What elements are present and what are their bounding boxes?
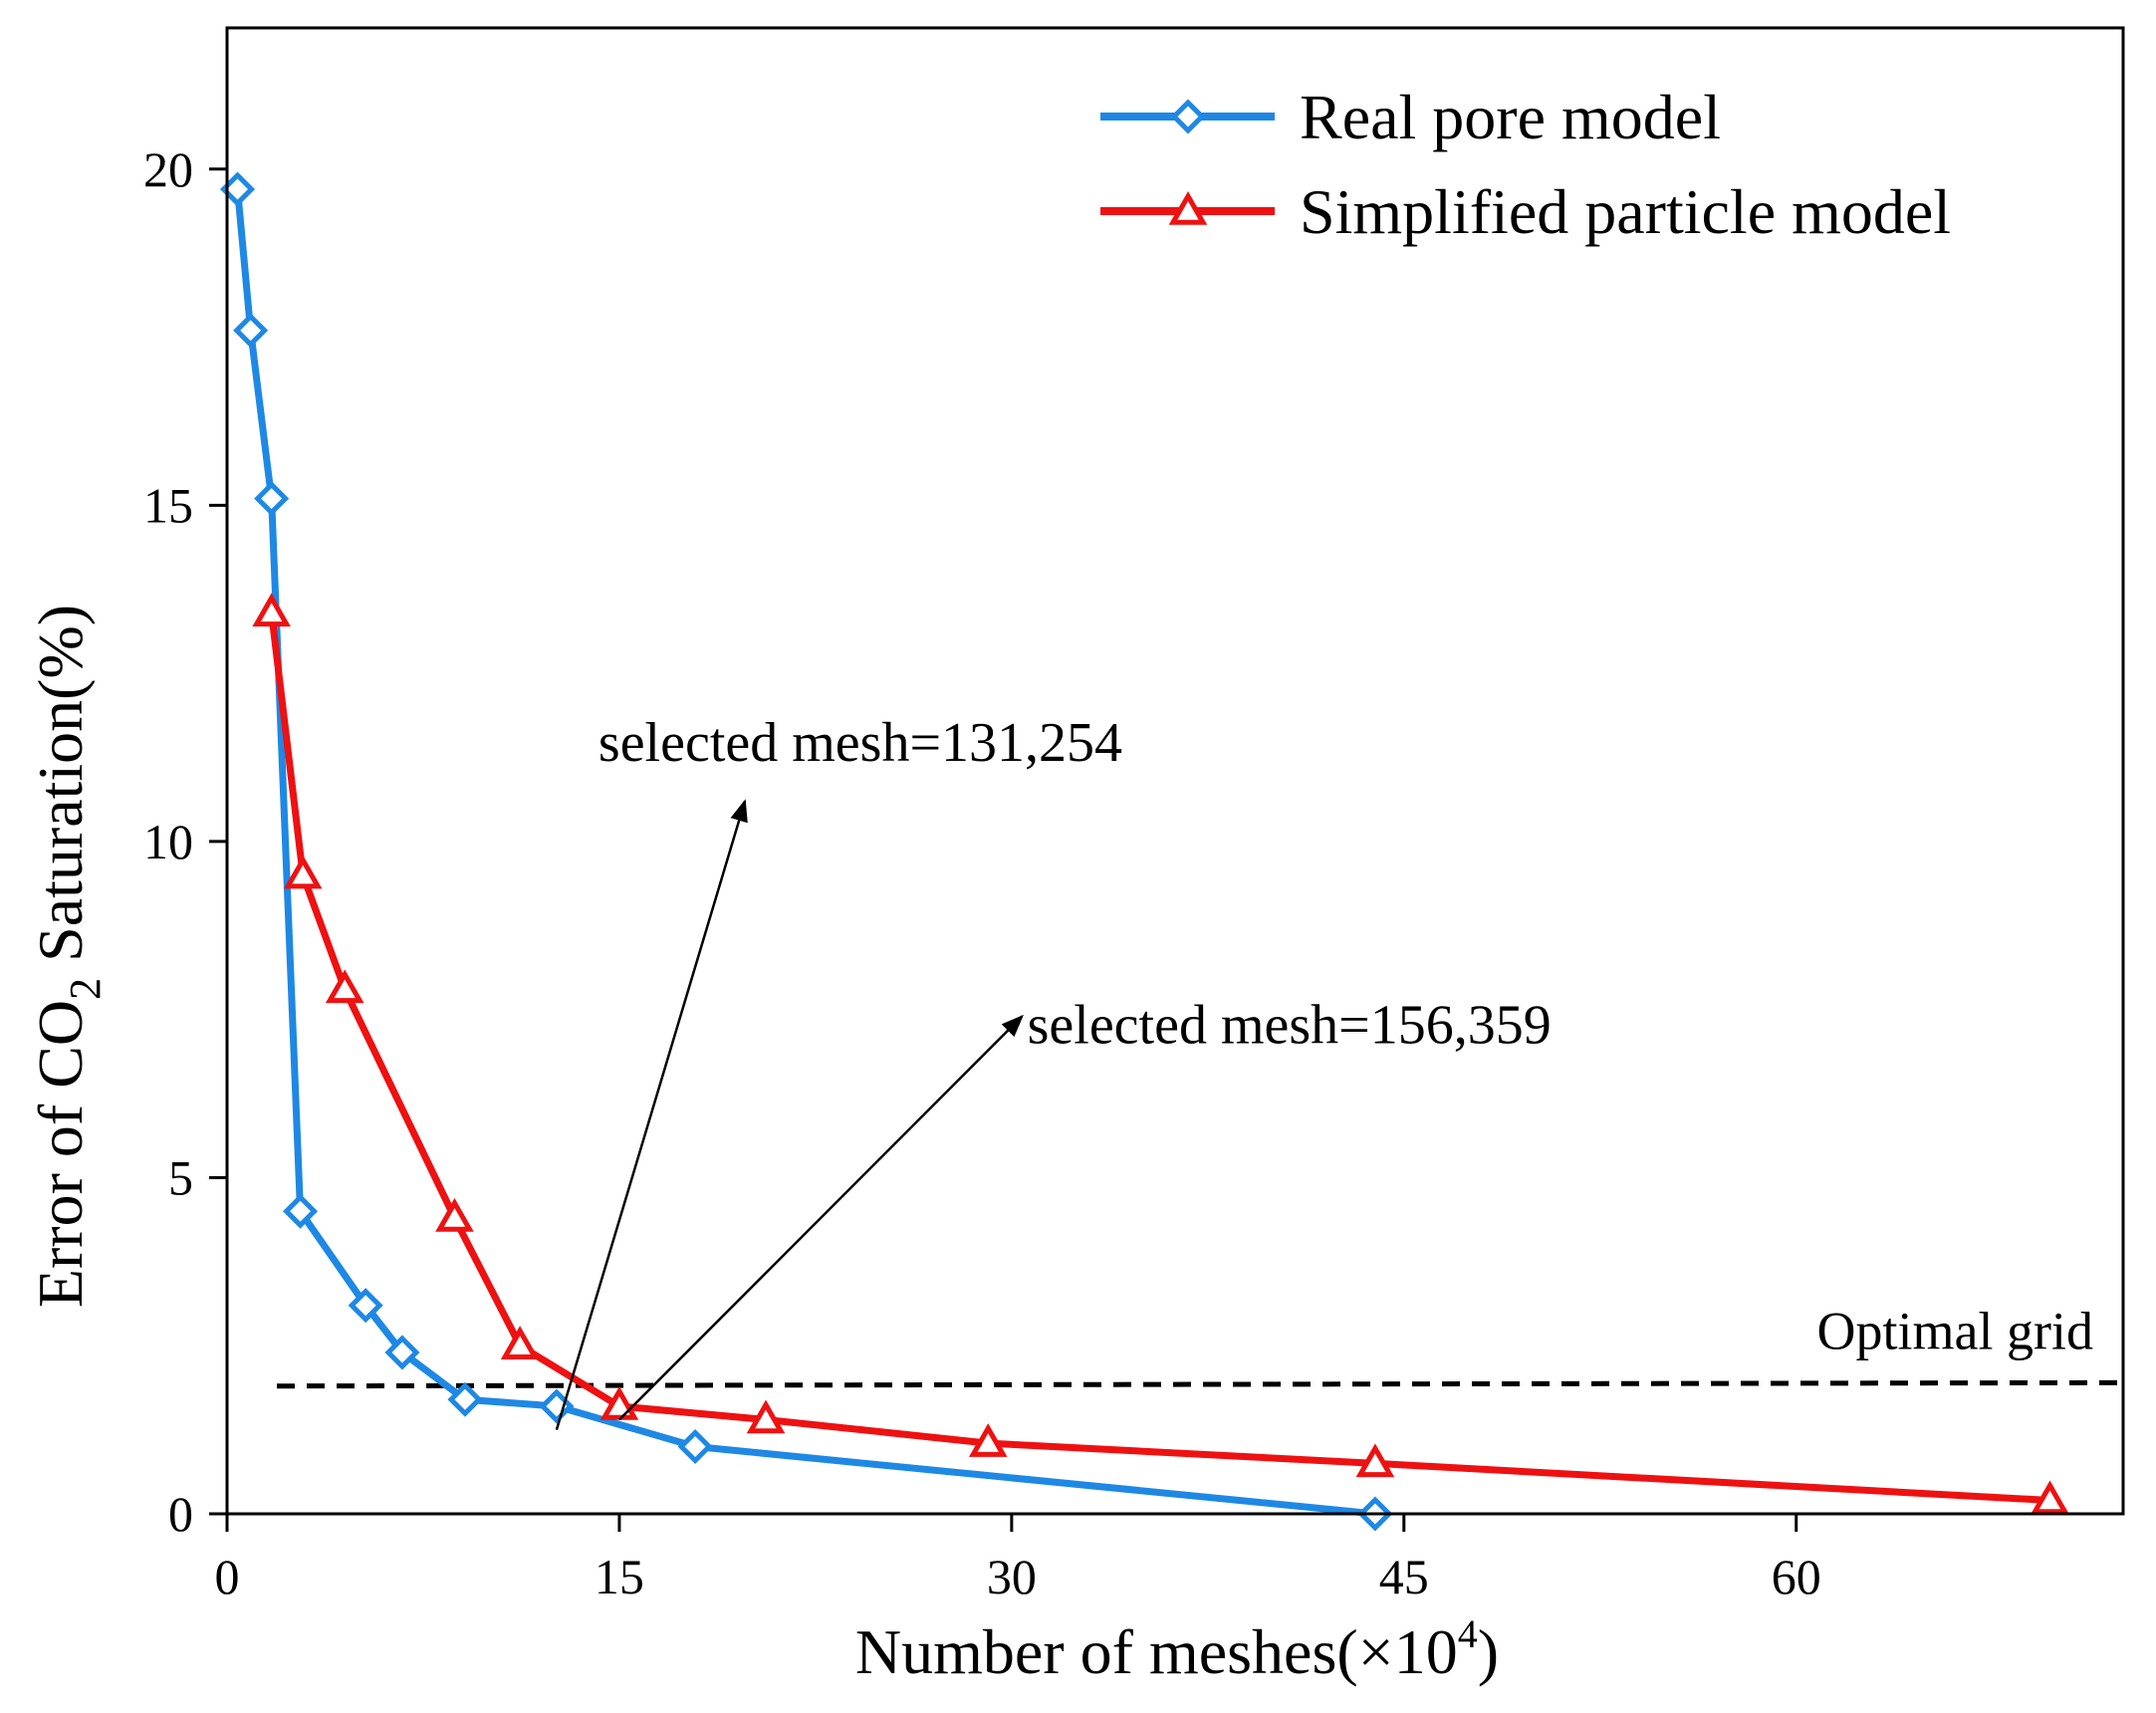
axes-layer: 0 15 30 45 60 0 5 10 15 20 [143, 26, 2125, 1604]
y-tick-label: 15 [143, 477, 193, 533]
x-tick-label: 45 [1379, 1549, 1429, 1604]
annotation-arrow [555, 799, 748, 1430]
data-point-simplified-particle-model [2031, 1480, 2069, 1515]
legend-label: Real pore model [1300, 82, 1721, 152]
reference-layer: Optimal grid [276, 1301, 2120, 1389]
y-tick-label: 10 [143, 814, 193, 869]
data-point-real-pore-model [677, 1428, 713, 1465]
series-layer [219, 171, 2069, 1532]
data-point-simplified-particle-model [283, 855, 323, 889]
plot-frame [225, 26, 2125, 1516]
optimal-grid-label: Optimal grid [1817, 1301, 2093, 1360]
y-axis-title: Error of CO2 Saturation(%) [25, 605, 110, 1308]
y-tick-label: 0 [168, 1486, 193, 1542]
data-point-real-pore-model [233, 313, 269, 349]
annotation-arrow [618, 1014, 1024, 1421]
data-point-real-pore-model [254, 481, 290, 517]
data-point-real-pore-model [447, 1381, 483, 1417]
data-point-simplified-particle-model [325, 969, 364, 1004]
series-line-simplified-particle-model [268, 612, 2050, 1504]
data-point-real-pore-model [282, 1193, 319, 1229]
data-point-simplified-particle-model [968, 1423, 1008, 1457]
x-tick-label: 30 [987, 1549, 1037, 1604]
data-point-real-pore-model [348, 1288, 383, 1324]
data-point-simplified-particle-model [252, 593, 291, 627]
legend: Real pore model Simplified particle model [1100, 82, 1951, 247]
legend-item-simplified-particle-model: Simplified particle model [1100, 176, 1951, 247]
annotation-label: selected mesh=131,254 [599, 712, 1122, 774]
data-point-simplified-particle-model [1355, 1443, 1395, 1478]
optimal-grid-line [276, 1379, 2120, 1389]
series-line-real-pore-model [234, 188, 1376, 1518]
x-tick-label: 15 [595, 1549, 644, 1604]
legend-item-real-pore-model: Real pore model [1100, 82, 1721, 152]
legend-marker [1170, 99, 1206, 134]
y-tick-label: 20 [143, 141, 193, 197]
annotations-layer: selected mesh=131,254 selected mesh=156,3… [555, 712, 1552, 1430]
legend-label: Simplified particle model [1300, 176, 1951, 247]
data-point-simplified-particle-model [746, 1399, 786, 1434]
annotation-label: selected mesh=156,359 [1028, 994, 1552, 1056]
legend-marker [1168, 190, 1208, 225]
x-tick-label: 0 [215, 1549, 240, 1604]
x-tick-label: 60 [1772, 1549, 1821, 1604]
y-tick-label: 5 [168, 1149, 193, 1205]
series-simplified-particle-model [252, 593, 2069, 1515]
data-point-real-pore-model [384, 1335, 420, 1370]
x-axis-title: Number of meshes(×104) [855, 1611, 1499, 1687]
data-point-simplified-particle-model [435, 1197, 474, 1232]
series-real-pore-model [219, 171, 1393, 1532]
data-point-simplified-particle-model [500, 1326, 540, 1359]
